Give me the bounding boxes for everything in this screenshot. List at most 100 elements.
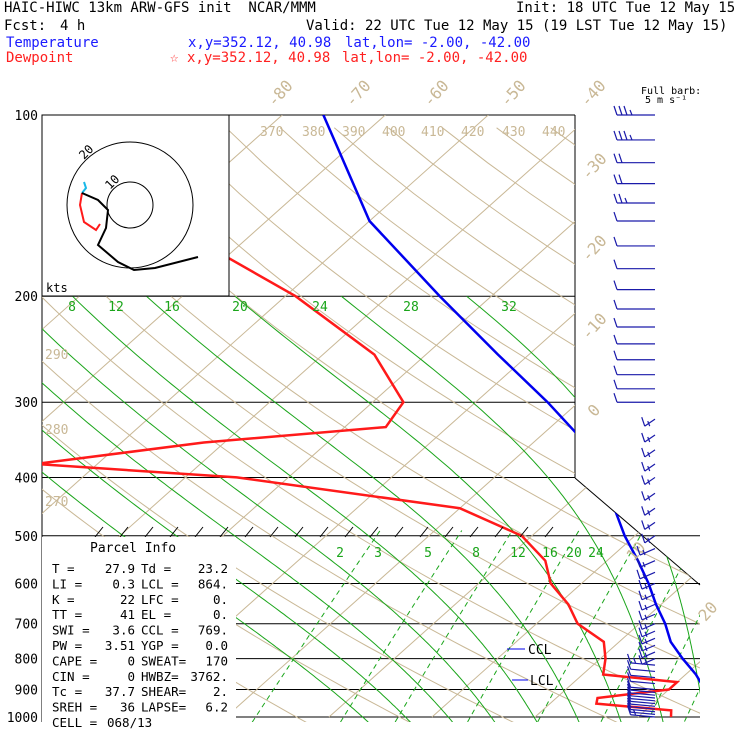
temperature-legend: Temperature [6, 35, 99, 51]
pressure-tick-label: 800 [15, 653, 38, 668]
wind-barb-flag [641, 506, 646, 516]
parcel-row-label: SREH = [52, 700, 97, 715]
dewpoint-xy: x,y=352.12, 40.98 [187, 50, 331, 66]
wind-barb-half-flag [644, 614, 648, 621]
wind-barb [644, 418, 656, 427]
barb-key-line2: 5 m s⁻¹ [645, 95, 687, 106]
theta-label: 430 [502, 125, 525, 140]
wind-barb [639, 547, 656, 556]
hatch-tick [344, 526, 354, 538]
mixing-ratio-line [643, 530, 700, 722]
wind-barb-half-flag [644, 631, 648, 637]
mixing-ratio-label: 12 [510, 546, 526, 561]
wind-barb-flag [638, 579, 643, 590]
wind-barb-half-flag [647, 479, 651, 485]
wind-barb [630, 668, 656, 673]
hodograph-trace-upper [81, 192, 199, 272]
wind-barb-flag [641, 491, 646, 501]
wind-barb-flag [626, 692, 632, 702]
mixing-ratio-label: 3 [374, 546, 382, 561]
hatch-tick [219, 526, 229, 538]
pressure-tick-label: 100 [15, 109, 38, 124]
hodograph-trace-lower [78, 192, 101, 232]
moist-adiabat-line [42, 295, 501, 722]
wind-barb [644, 521, 656, 530]
parcel-row-value: 0 [127, 653, 135, 668]
wind-barb [639, 560, 656, 568]
mixing-ratio-line [533, 530, 644, 722]
parcel-row-label: PW = [52, 638, 82, 653]
hatch-tick [194, 526, 204, 538]
parcel-row-value: 36 [120, 700, 135, 715]
chart-title: HAIC-HIWC 13km ARW-GFS init NCAR/MMM [4, 0, 316, 16]
wind-barb-half-flag [642, 561, 646, 568]
parcel-row-label: CIN = [52, 669, 90, 684]
isotherm-line [534, 115, 700, 718]
wind-barb-flag [618, 105, 623, 116]
wind-barb-half-flag [644, 659, 648, 665]
moist-adiabat-line [466, 295, 700, 722]
moist-adiabat-label: 28 [403, 300, 419, 315]
isotherm-label: -20 [577, 231, 610, 265]
mixing-ratio-label: 8 [472, 546, 480, 561]
wind-barb [630, 680, 656, 685]
wind-barb-half-flag [644, 624, 648, 630]
parcel-row-value: 0 [127, 669, 135, 684]
wind-barb-flag [618, 130, 623, 141]
dewpoint-legend: Dewpoint [6, 50, 74, 66]
parcel-row-label: Td = [141, 561, 171, 576]
parcel-row-label: LAPSE= [141, 700, 186, 715]
wind-barb-flag [613, 365, 618, 375]
hatch-tick [294, 526, 304, 538]
parcel-row-value: 2. [213, 684, 228, 699]
wind-barb-half-flag [624, 197, 628, 204]
moist-adiabat-line [72, 295, 542, 722]
parcel-row-value: 0.3 [112, 576, 135, 591]
wind-barb [630, 689, 656, 693]
parcel-row-label: LI = [52, 576, 82, 591]
wind-barb-flag [638, 627, 643, 637]
parcel-row-label: SHEAR= [141, 684, 186, 699]
parcel-row-value: 0. [213, 592, 228, 607]
pressure-tick-label: 700 [15, 618, 38, 633]
theta-label: 270 [45, 495, 68, 510]
isotherm-label: -80 [263, 76, 296, 110]
wind-barb [641, 651, 656, 659]
dry-adiabat-line [333, 127, 700, 722]
parcel-row-label: SWEAT= [141, 653, 186, 668]
moist-adiabat-label: 20 [232, 300, 248, 315]
wind-barb-flag [638, 634, 643, 645]
wind-barb-flag [641, 461, 646, 472]
wind-barb [641, 603, 656, 611]
hatch-tick [544, 526, 554, 538]
mixing-ratio-label: 16 [542, 546, 558, 561]
pressure-tick-label: 200 [15, 290, 38, 305]
parcel-info-title: Parcel Info [90, 541, 176, 556]
wind-barb-flag [638, 610, 643, 621]
hatch-tick [494, 526, 504, 538]
pressure-tick-label: 500 [15, 530, 38, 545]
isotherm-label: -10 [577, 309, 610, 343]
temperature-xy: x,y=352.12, 40.98 [188, 35, 332, 51]
moist-adiabat-line [42, 295, 460, 722]
wind-barb-half-flag [647, 537, 651, 544]
wind-barb-flag [638, 648, 643, 658]
mixing-ratio-line [712, 531, 740, 730]
wind-barb-flag [636, 545, 641, 556]
hatch-tick [519, 526, 529, 538]
wind-barb-flag [641, 432, 646, 443]
wind-barb-flag [641, 533, 646, 544]
wind-barb [644, 476, 656, 485]
wind-barb-half-flag [644, 604, 648, 611]
mixing-ratio-label: 2 [336, 546, 344, 561]
hodograph-unit-label: kts [46, 281, 68, 295]
hatch-tick [469, 526, 479, 538]
wind-barb [630, 714, 656, 718]
wind-barb [630, 708, 656, 713]
isotherm-line [42, 115, 489, 718]
mixing-ratio-line [680, 530, 700, 722]
wind-barb-flag [638, 600, 643, 611]
wind-barb-flag [636, 558, 641, 568]
init-time: Init: 18 UTC Tue 12 May 15 [516, 0, 736, 16]
